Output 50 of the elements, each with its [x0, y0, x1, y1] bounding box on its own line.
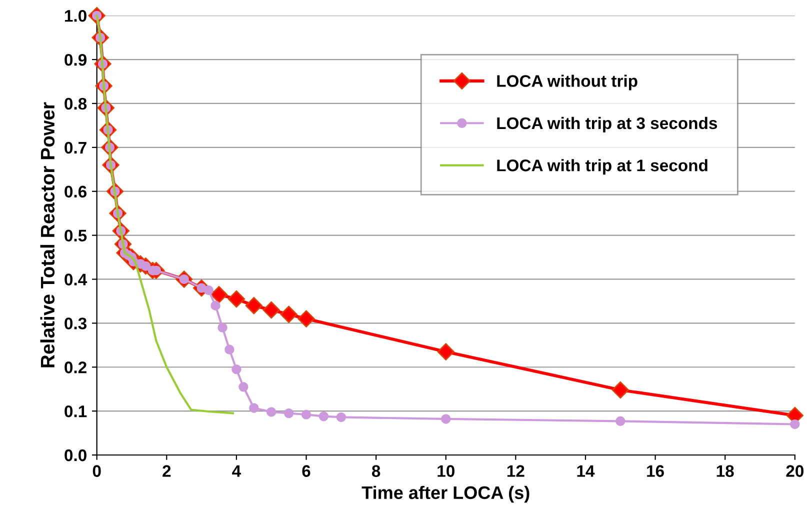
point: [284, 408, 294, 418]
point: [790, 419, 800, 430]
y-tick-label: 0.6: [64, 186, 87, 198]
x-axis-title: Time after LOCA (s): [362, 486, 530, 503]
legend-label: LOCA with trip at 3 seconds: [497, 116, 718, 132]
point: [318, 411, 329, 422]
x-tick-label: 10: [438, 465, 454, 477]
point: [301, 410, 312, 420]
point: [210, 300, 220, 310]
point: [228, 290, 246, 308]
x-tick-label: 8: [372, 465, 380, 477]
point: [204, 285, 214, 296]
x-tick-label: 12: [507, 465, 524, 477]
y-tick-label: 0.4: [64, 274, 88, 286]
x-tick-label: 14: [577, 465, 595, 477]
y-tick-label: 1.0: [65, 10, 86, 22]
point: [336, 412, 346, 422]
legend-label: LOCA with trip at 1 second: [497, 159, 708, 175]
point: [616, 416, 626, 426]
y-tick-label: 0.8: [64, 98, 87, 110]
y-tick-label: 0.2: [64, 362, 86, 374]
point: [266, 407, 276, 417]
x-tick-label: 4: [232, 465, 241, 477]
point: [224, 344, 234, 354]
y-tick-label: 0.5: [64, 230, 87, 242]
point: [245, 297, 262, 314]
point: [249, 403, 259, 413]
y-tick-label: 0.7: [64, 142, 86, 154]
x-tick-label: 20: [786, 465, 804, 477]
y-tick-label: 0.0: [64, 449, 86, 462]
y-tick-label: 0.9: [64, 54, 86, 66]
point: [298, 310, 315, 328]
point: [210, 286, 228, 304]
y-tick-label: 0.1: [64, 405, 87, 418]
point: [612, 381, 629, 399]
y-tick-label: 0.3: [64, 318, 87, 330]
point: [218, 322, 228, 332]
x-tick-label: 18: [716, 465, 734, 477]
point: [238, 382, 248, 392]
point: [437, 343, 454, 360]
legend-label: LOCA without trip: [497, 74, 638, 90]
point: [232, 364, 242, 374]
x-tick-label: 2: [162, 465, 171, 477]
point: [262, 301, 280, 319]
x-tick-label: 16: [647, 465, 664, 477]
x-tick-label: 6: [302, 465, 310, 477]
x-tick-label: 0: [92, 465, 101, 477]
point: [280, 306, 298, 323]
point: [441, 414, 451, 424]
y-axis-title: Relative Total Reactor Power: [40, 102, 55, 368]
